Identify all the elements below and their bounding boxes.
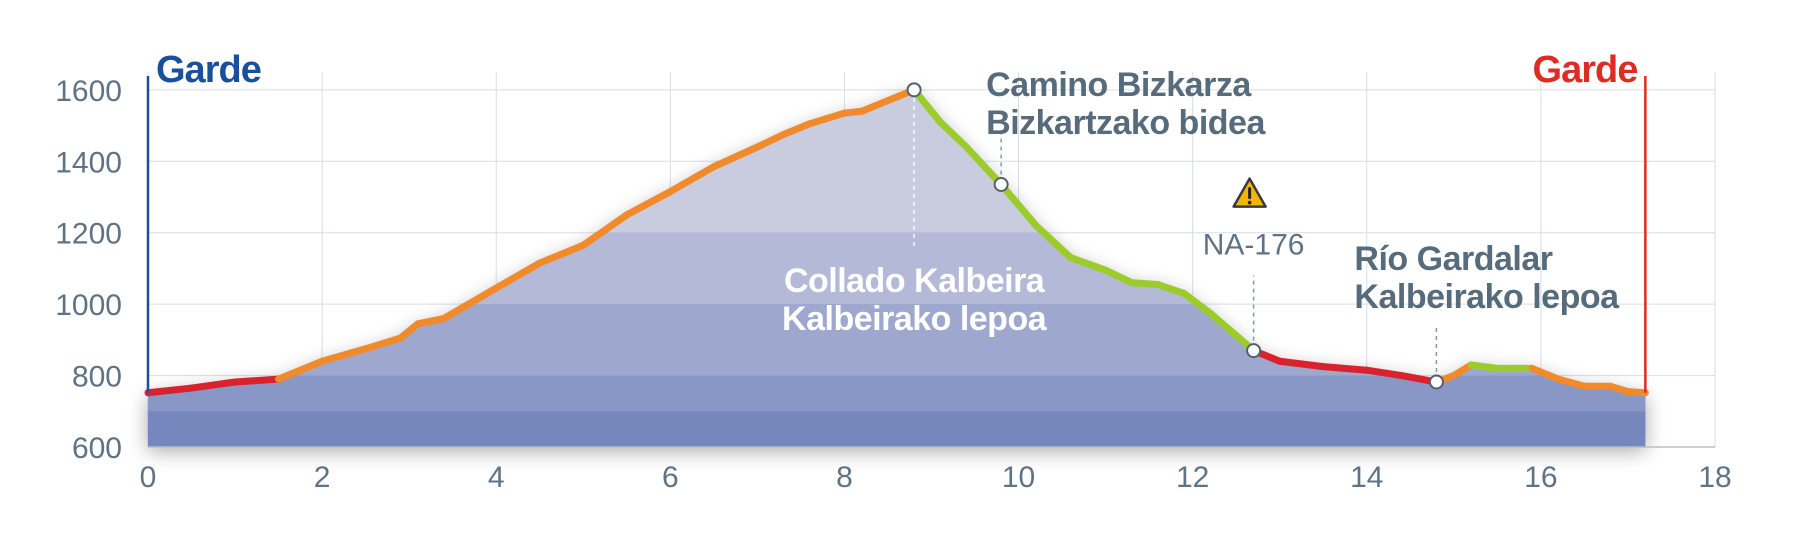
- area-band: [148, 411, 1646, 447]
- elevation-segment: [1206, 309, 1258, 355]
- x-tick-label: 12: [1176, 461, 1209, 494]
- elevation-segment: [275, 357, 326, 383]
- area-band: [148, 375, 1646, 412]
- waypoint-marker: [993, 177, 1009, 192]
- elevation-segment: [997, 181, 1040, 230]
- elevation-segment: [858, 97, 892, 115]
- waypoint-marker: [906, 82, 922, 98]
- y-tick-label: 1400: [55, 146, 122, 179]
- elevation-segment: [753, 131, 788, 151]
- annotation-label: Kalbeirako lepoa: [782, 300, 1048, 338]
- annotation-label: Kalbeirako lepoa: [1354, 278, 1620, 316]
- elevation-segment: [1032, 222, 1075, 262]
- elevation-segment: [492, 259, 544, 292]
- elevation-segment: [806, 109, 848, 128]
- y-tick-label: 800: [72, 361, 122, 394]
- elevation-segment: [666, 163, 718, 196]
- elevation-segment: [536, 241, 587, 267]
- x-tick-label: 0: [140, 461, 157, 494]
- x-tick-label: 14: [1350, 461, 1383, 494]
- x-tick-label: 6: [662, 461, 679, 494]
- end-label: Garde: [1533, 49, 1638, 91]
- elevation-segment: [396, 320, 422, 342]
- elevation-segment: [1102, 266, 1136, 287]
- x-tick-label: 10: [1002, 461, 1035, 494]
- elevation-segment: [1624, 388, 1649, 397]
- elevation-segment: [1154, 281, 1188, 297]
- annotation-label: Collado Kalbeira: [784, 262, 1046, 300]
- annotation-label: Camino Bizkarza: [986, 66, 1252, 104]
- elevation-segment: [962, 143, 1005, 188]
- x-tick-label: 18: [1698, 461, 1731, 494]
- axis-layer: 0 2 4 6 8 10 12 14 16 18 600 800 1000 1200 1400 1600: [55, 75, 1731, 494]
- elevation-segment: [1067, 254, 1110, 274]
- y-tick-label: 1600: [55, 75, 122, 108]
- y-tick-label: 600: [72, 432, 122, 465]
- x-tick-label: 8: [836, 461, 853, 494]
- elevation-segment: [144, 384, 196, 397]
- elevation-segment: [1528, 364, 1562, 383]
- elevation-segment: [1554, 375, 1588, 390]
- elevation-segment: [188, 378, 239, 392]
- elevation-segment: [440, 284, 500, 322]
- elevation-segment: [579, 211, 631, 249]
- waypoint-marker: [1428, 374, 1444, 390]
- x-tick-label: 4: [488, 461, 505, 494]
- x-tick-label: 16: [1524, 461, 1557, 494]
- elevation-segment: [623, 188, 674, 219]
- elevation-segment: [231, 375, 283, 386]
- elevation-segment: [1180, 289, 1214, 317]
- annotation-label: Río Gardalar: [1354, 240, 1552, 278]
- elevation-segment: [414, 314, 448, 328]
- elevation-segment: [936, 118, 970, 151]
- annotation-label: Bizkartzako bidea: [986, 104, 1266, 142]
- elevation-segment: [362, 334, 404, 353]
- y-tick-label: 1200: [55, 218, 122, 251]
- elevation-segment: [318, 345, 370, 365]
- elevation-segment: [710, 143, 761, 171]
- area-band: [148, 89, 1646, 233]
- elevation-segment: [1319, 363, 1371, 374]
- elevation-segment: [1467, 361, 1501, 372]
- elevation-line-layer: [144, 86, 1649, 397]
- elevation-segment: [1276, 357, 1327, 371]
- elevation-segment: [780, 120, 814, 138]
- elevation-segment: [1363, 366, 1406, 380]
- elevation-segment: [1128, 279, 1162, 288]
- annotation-label: NA-176: [1203, 229, 1305, 262]
- start-label: Garde: [156, 49, 261, 91]
- warning-icon-dot: [1247, 200, 1252, 205]
- x-tick-label: 2: [314, 461, 331, 494]
- y-tick-label: 1000: [55, 289, 122, 322]
- waypoint-marker: [1246, 343, 1262, 359]
